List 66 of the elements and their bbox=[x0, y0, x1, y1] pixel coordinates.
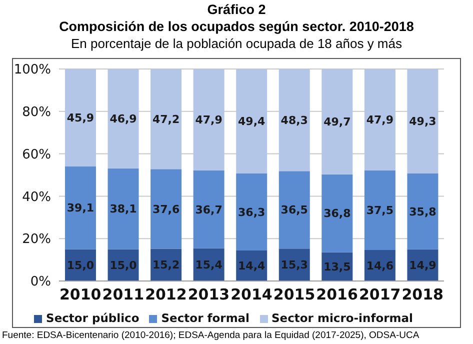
data-label: 15,2 bbox=[152, 258, 180, 272]
data-label: 35,8 bbox=[409, 205, 436, 218]
x-tick-label: 2011 bbox=[102, 286, 144, 304]
data-label: 15,0 bbox=[66, 258, 94, 272]
data-label: 36,7 bbox=[195, 203, 222, 216]
bar bbox=[322, 174, 353, 252]
data-label: 37,6 bbox=[152, 202, 180, 216]
data-label: 36,5 bbox=[280, 204, 308, 217]
data-label: 45,9 bbox=[66, 112, 94, 125]
bar bbox=[193, 69, 224, 171]
bar bbox=[236, 174, 268, 250]
bar bbox=[193, 170, 224, 248]
bar bbox=[64, 69, 96, 166]
x-tick-label: 2010 bbox=[60, 286, 102, 304]
data-label: 47,9 bbox=[195, 114, 222, 127]
data-label: 15,4 bbox=[195, 258, 223, 272]
legend-label: Sector micro-informal bbox=[272, 311, 413, 325]
data-label: 37,5 bbox=[366, 204, 394, 218]
data-label: 47,9 bbox=[366, 114, 394, 127]
bar bbox=[407, 69, 438, 174]
data-label: 47,2 bbox=[152, 112, 180, 126]
data-label: 38,1 bbox=[110, 202, 137, 216]
y-tick-label: 20% bbox=[22, 232, 51, 248]
bar bbox=[108, 168, 139, 250]
legend-label: Sector formal bbox=[161, 311, 250, 325]
chart-title: Gráfico 2 Composición de los ocupados según sector. 2010-2018 bbox=[58, 1, 415, 35]
data-label: 46,9 bbox=[110, 112, 137, 126]
bar bbox=[278, 69, 310, 172]
x-tick-label: 2015 bbox=[273, 286, 316, 304]
bar bbox=[150, 69, 182, 170]
bar bbox=[407, 174, 438, 250]
data-label: 36,3 bbox=[238, 206, 266, 219]
bar bbox=[278, 171, 310, 249]
data-label: 13,5 bbox=[324, 260, 351, 274]
data-label: 49,7 bbox=[324, 116, 351, 129]
data-label: 14,9 bbox=[409, 259, 436, 272]
x-tick-label: 2018 bbox=[402, 286, 444, 304]
y-tick-label: 80% bbox=[22, 105, 51, 120]
bar bbox=[64, 166, 96, 250]
bar bbox=[364, 69, 396, 171]
data-label: 14,6 bbox=[366, 259, 394, 272]
chart-subtitle: En porcentaje de la población ocupada de 18 años y más bbox=[70, 35, 403, 52]
data-label: 48,3 bbox=[280, 114, 308, 127]
data-label: 14,4 bbox=[238, 260, 266, 273]
bar bbox=[108, 69, 139, 168]
y-tick-label: 60% bbox=[22, 147, 51, 162]
y-tick-label: 40% bbox=[22, 190, 51, 205]
data-label: 15,0 bbox=[110, 258, 138, 272]
data-label: 49,4 bbox=[238, 115, 266, 128]
x-tick-label: 2014 bbox=[230, 286, 272, 304]
data-label: 15,3 bbox=[280, 258, 308, 272]
bar bbox=[150, 169, 182, 249]
bar bbox=[322, 69, 353, 174]
bar bbox=[236, 69, 268, 174]
x-tick-label: 2016 bbox=[316, 286, 358, 304]
data-label: 39,1 bbox=[66, 202, 94, 215]
x-tick-label: 2012 bbox=[145, 286, 187, 304]
x-tick-label: 2017 bbox=[358, 286, 401, 304]
source-note: Fuente: EDSA-Bicentenario (2010-2016); EDSA-Agenda para la Equidad (2017-2025), ODSA-UCA bbox=[2, 330, 420, 341]
data-label: 49,3 bbox=[409, 115, 436, 128]
data-label: 36,8 bbox=[324, 207, 351, 220]
x-tick-label: 2013 bbox=[188, 286, 230, 304]
y-tick-label: 0% bbox=[30, 274, 51, 290]
y-tick-label: 100% bbox=[14, 62, 51, 78]
bar bbox=[364, 170, 396, 250]
legend-label: Sector público bbox=[46, 311, 140, 325]
